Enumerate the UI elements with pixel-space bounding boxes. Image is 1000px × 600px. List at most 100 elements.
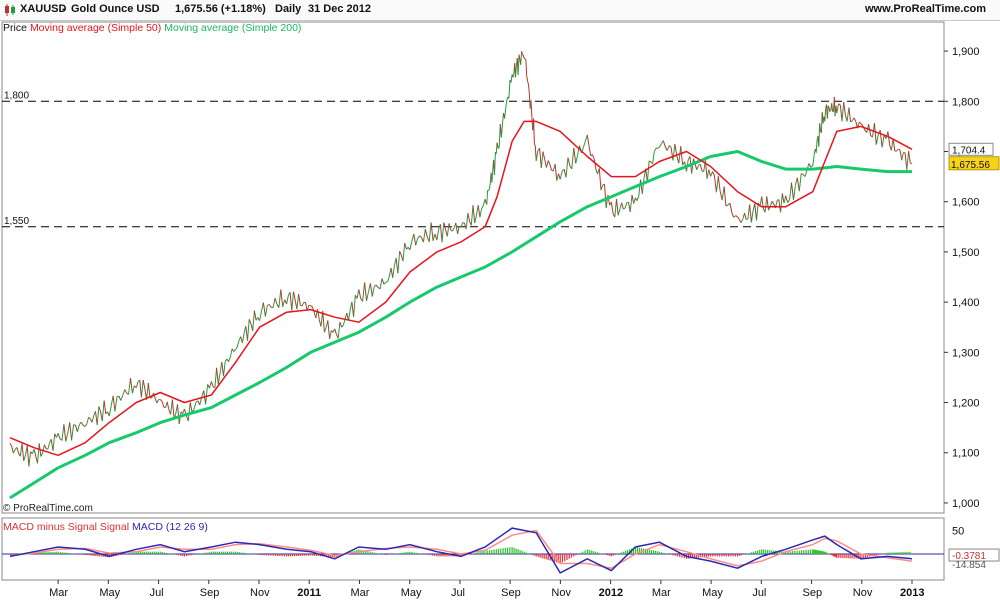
price-bar	[908, 151, 911, 164]
price-bar	[565, 157, 569, 178]
site-link[interactable]: www.ProRealTime.com	[865, 3, 987, 15]
price-bar	[666, 145, 670, 151]
price-bar	[282, 299, 286, 307]
price-bar	[69, 422, 73, 441]
price-bar	[497, 147, 500, 149]
symbol: XAUUSD	[20, 3, 67, 15]
x-tick-label: Nov	[250, 587, 270, 599]
price-bar	[769, 201, 773, 207]
price-bar	[668, 145, 672, 148]
price-bar	[214, 367, 218, 388]
price-bar	[252, 310, 255, 331]
price-bar	[530, 100, 533, 118]
price-bar	[498, 123, 501, 148]
x-tick-label: Sep	[501, 587, 521, 599]
price-bar	[791, 182, 794, 201]
price-bar	[641, 178, 645, 194]
price-bar	[853, 117, 857, 122]
price-bar	[713, 175, 717, 193]
price-bar	[289, 292, 293, 311]
price-bar	[500, 125, 503, 138]
price-bar	[457, 225, 460, 235]
price-bar	[523, 57, 526, 60]
price-bar	[322, 310, 325, 333]
price-bar	[535, 150, 539, 161]
price-bar	[430, 222, 434, 241]
price-bar	[441, 222, 445, 243]
price-bar	[402, 243, 406, 262]
price-bar	[120, 395, 124, 401]
price-bar	[873, 123, 877, 145]
price-bar	[135, 381, 139, 388]
x-tick-label: May	[99, 587, 120, 599]
price-bar	[646, 160, 650, 183]
price-bar	[694, 163, 698, 170]
price-bar	[170, 399, 173, 415]
price-bar	[272, 298, 276, 308]
price-bar	[291, 291, 294, 311]
y-tick-label: 1,000	[952, 498, 980, 510]
price-bar	[424, 229, 428, 238]
price-bar	[470, 205, 474, 226]
price-bar	[838, 103, 841, 106]
price-bar	[259, 311, 262, 321]
price-bar	[448, 223, 452, 230]
price-bar	[901, 152, 904, 161]
price-bar	[737, 216, 740, 220]
price-bar	[112, 395, 116, 412]
macd-legend: MACD minus Signal Signal MACD (12 26 9)	[3, 521, 208, 533]
price-bar	[366, 292, 369, 302]
chart-header: XAUUSD - Gold Ounce USD 1,675.56 (+1.18%…	[0, 0, 1000, 21]
price-bar	[337, 321, 341, 339]
price-bar	[512, 74, 515, 78]
price-bar	[21, 443, 25, 461]
x-tick-label: May	[702, 587, 723, 599]
price-bar	[708, 169, 712, 177]
macd-panel-frame	[1, 517, 945, 581]
price-bar	[472, 205, 476, 224]
x-tick-label: Jul	[752, 587, 766, 599]
price-bar	[446, 223, 450, 237]
price-bar	[76, 424, 80, 432]
ma200-line	[9, 150, 912, 500]
price-bar	[353, 295, 356, 317]
price-bar	[223, 361, 226, 377]
price-bar	[522, 55, 525, 59]
price-bar	[26, 445, 30, 467]
y-tick-label: 1,600	[952, 197, 980, 209]
price-bar	[209, 381, 212, 389]
price-bar	[501, 113, 504, 126]
price-bar	[712, 171, 715, 176]
ma50-line	[9, 120, 913, 457]
price-bar	[356, 289, 360, 299]
price-bar	[518, 54, 521, 60]
price-bar	[189, 402, 193, 413]
price-bar	[621, 202, 624, 210]
price-bar	[781, 193, 785, 204]
price-bar	[696, 165, 699, 170]
price-bar	[228, 357, 231, 362]
price-bar	[591, 154, 595, 160]
x-tick-label: Mar	[49, 587, 68, 599]
x-tick-label: Mar	[350, 587, 369, 599]
price-bar	[892, 138, 896, 151]
price-bar	[96, 406, 100, 426]
y-tick-label: 1,800	[952, 96, 980, 108]
ma50-tag	[948, 142, 994, 156]
price-bar	[843, 102, 846, 116]
price-bar	[417, 235, 420, 239]
level-label: 1,550	[4, 216, 29, 227]
price-bar	[846, 107, 850, 122]
price-bar	[217, 373, 221, 385]
legend-macd-hist: MACD minus Signal Signal	[3, 521, 130, 533]
price-bar	[103, 400, 107, 414]
price-bar	[652, 151, 655, 164]
price-bar	[193, 401, 197, 410]
price-bar	[268, 304, 272, 308]
legend-price: Price	[3, 22, 27, 34]
price-bar	[546, 160, 549, 168]
price-bar	[71, 424, 75, 441]
price-bar	[848, 107, 852, 123]
last-price-tag	[948, 156, 1000, 171]
